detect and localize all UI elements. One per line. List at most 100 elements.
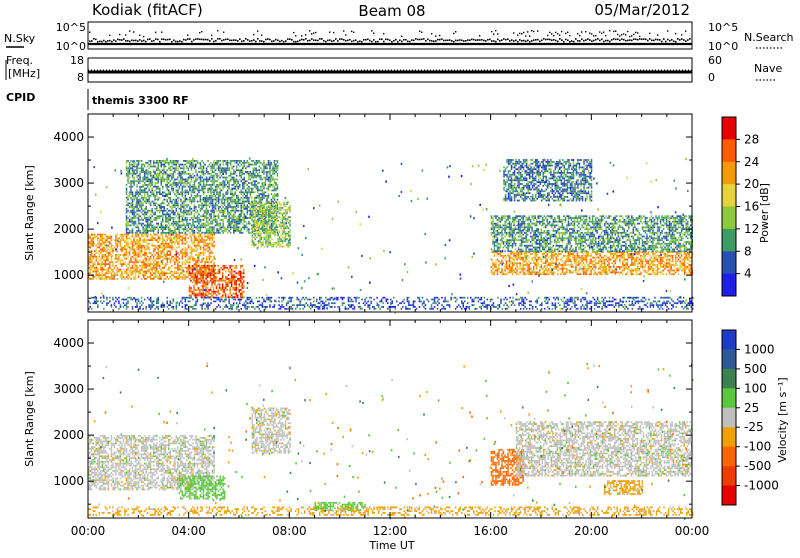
data-cell [283, 236, 285, 239]
data-cell [159, 265, 161, 267]
nsearch-point [633, 33, 635, 36]
data-cell [200, 272, 203, 275]
data-cell [217, 167, 220, 170]
data-cell [202, 167, 205, 170]
data-cell [172, 220, 175, 223]
data-cell [251, 182, 253, 184]
nsky-point [507, 38, 509, 40]
data-cell [239, 160, 241, 162]
data-cell [196, 244, 199, 247]
data-cell [234, 206, 236, 208]
data-cell [190, 176, 193, 179]
data-cell [127, 169, 129, 172]
data-cell [237, 272, 239, 275]
data-cell [209, 289, 212, 291]
data-cell [241, 272, 243, 275]
data-cell [112, 274, 114, 276]
data-cell [122, 239, 125, 241]
data-cell [189, 235, 191, 238]
data-cell [183, 202, 185, 205]
nsky-point [443, 39, 445, 42]
data-cell [209, 276, 212, 278]
data-cell [211, 219, 214, 221]
data-cell [217, 292, 219, 295]
data-cell [253, 207, 255, 209]
nsky-point [667, 38, 669, 41]
data-cell [210, 233, 212, 236]
data-cell [193, 277, 196, 280]
data-cell [212, 276, 215, 278]
data-cell [206, 283, 209, 286]
data-cell [168, 228, 170, 230]
data-cell [202, 283, 204, 286]
data-cell [184, 277, 187, 280]
data-cell [136, 242, 138, 245]
data-cell [219, 171, 221, 173]
nsky-point [429, 39, 431, 42]
data-cell [249, 204, 252, 207]
data-cell [210, 165, 212, 168]
data-cell [134, 196, 137, 199]
data-cell [178, 274, 181, 276]
data-cell [257, 232, 260, 235]
data-cell [273, 160, 276, 162]
data-cell [272, 196, 274, 199]
data-cell [204, 196, 206, 199]
data-cell [154, 207, 156, 210]
data-cell [187, 261, 190, 264]
data-cell [171, 241, 173, 243]
data-cell [140, 211, 143, 214]
data-cell [229, 206, 232, 208]
data-cell [186, 237, 188, 240]
data-cell [241, 290, 243, 293]
data-cell [272, 243, 275, 246]
data-cell [139, 239, 141, 241]
data-cell [159, 178, 161, 181]
data-cell [258, 226, 261, 229]
data-cell [134, 191, 137, 194]
data-cell [266, 196, 268, 199]
data-cell [268, 219, 270, 222]
data-cell [188, 265, 191, 267]
data-cell [243, 228, 245, 230]
data-cell [190, 163, 193, 166]
data-cell [277, 229, 279, 231]
data-cell [193, 276, 195, 278]
data-cell [166, 237, 168, 240]
data-cell [140, 206, 143, 208]
data-cell [184, 233, 187, 236]
data-cell [130, 196, 132, 199]
data-cell [166, 213, 168, 216]
data-cell [267, 195, 270, 197]
data-cell [219, 193, 221, 195]
nsky-point [525, 40, 527, 43]
data-cell [137, 178, 140, 181]
data-cell [219, 163, 221, 166]
freq-label: Freq. [6, 54, 33, 67]
data-cell [174, 254, 176, 256]
data-cell [193, 224, 196, 227]
data-cell [178, 241, 181, 243]
data-cell [202, 178, 205, 181]
nsky-point [125, 40, 127, 42]
data-cell [499, 253, 502, 255]
data-cell [95, 257, 97, 260]
data-cell [107, 272, 110, 275]
nsky-point [599, 39, 601, 42]
data-cell [186, 191, 188, 194]
data-cell [229, 265, 231, 267]
data-cell [186, 252, 188, 254]
data-cell [142, 230, 144, 232]
data-cell [118, 237, 120, 240]
data-cell [208, 290, 210, 293]
data-cell [171, 176, 173, 179]
data-cell [148, 217, 150, 219]
data-cell [274, 208, 276, 211]
nsearch-point [635, 31, 637, 34]
data-cell [201, 261, 203, 264]
data-cell [199, 176, 202, 179]
data-cell [186, 272, 188, 275]
data-cell [198, 167, 200, 170]
data-cell [251, 227, 254, 230]
